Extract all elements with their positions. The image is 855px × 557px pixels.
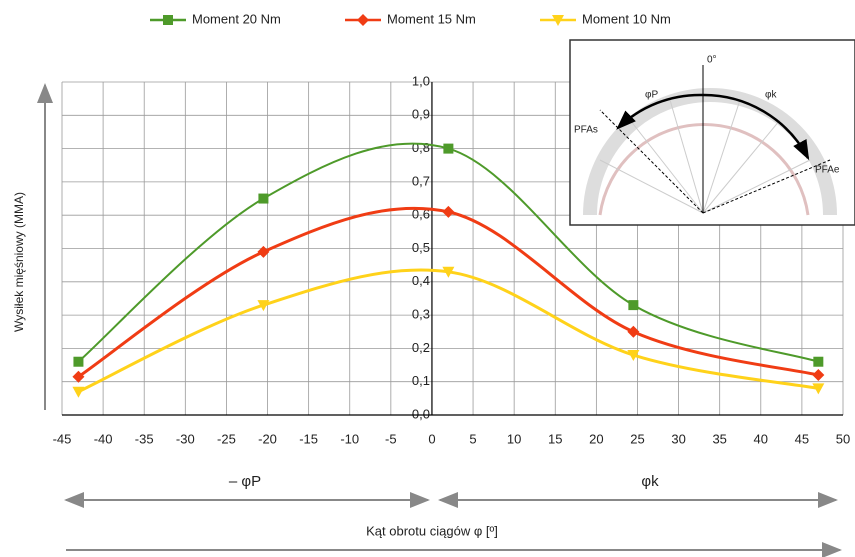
x-tick-label: 25: [630, 431, 644, 446]
point: [442, 206, 454, 218]
x-tick-label: 30: [671, 431, 685, 446]
y-tick-label: 0,1: [412, 373, 430, 388]
x-tick-label: 45: [795, 431, 809, 446]
point: [163, 15, 173, 25]
series-line: [78, 270, 818, 392]
y-tick-label: 0,2: [412, 340, 430, 355]
point: [258, 194, 268, 204]
legend-label: Moment 15 Nm: [387, 11, 476, 26]
y-tick-label: 0,3: [412, 307, 430, 322]
annotation: 0°: [707, 55, 717, 66]
y-tick-label: 0,5: [412, 240, 430, 255]
x-tick-label: 15: [548, 431, 562, 446]
y-tick-label: 0,9: [412, 107, 430, 122]
y-tick-label: 0,0: [412, 406, 430, 421]
inset: 0° φP φk PFAs PFAe: [570, 40, 855, 225]
x-tick-label: -25: [217, 431, 236, 446]
point: [812, 369, 824, 381]
x-tick-label: -10: [340, 431, 359, 446]
x-tick-label: 35: [712, 431, 726, 446]
point: [628, 300, 638, 310]
point: [357, 14, 369, 26]
x-tick-label: 0: [428, 431, 435, 446]
chart: -45 -40 -35 -30 -25 -20 -15 -10 -5 0 5 10 15 20 25 30 35…: [0, 0, 855, 557]
y-tick-label: 1,0: [412, 73, 430, 88]
annotation: φP: [645, 90, 658, 101]
series-line: [78, 208, 818, 376]
y-tick-label: 0,4: [412, 273, 430, 288]
point: [443, 144, 453, 154]
legend-label: Moment 20 Nm: [192, 11, 281, 26]
x-tick-label: 50: [836, 431, 850, 446]
annotation: – φP: [229, 473, 261, 490]
annotation: PFAe: [815, 165, 840, 176]
x-tick-label: -45: [53, 431, 72, 446]
x-tick-label: 10: [507, 431, 521, 446]
legend: Moment 20 Nm Moment 15 Nm Moment 10 Nm: [150, 11, 671, 26]
point: [813, 357, 823, 367]
x-tick-label: -15: [299, 431, 318, 446]
x-axis-title: Kąt obrotu ciągów φ [º]: [366, 523, 498, 538]
y-tick-label: 0,8: [412, 140, 430, 155]
y-tick-label: 0,7: [412, 173, 430, 188]
point: [72, 387, 84, 398]
x-tick-label: -20: [258, 431, 277, 446]
point: [73, 357, 83, 367]
x-tick-label: 40: [754, 431, 768, 446]
inset-frame: [570, 40, 855, 225]
legend-label: Moment 10 Nm: [582, 11, 671, 26]
annotation: PFAs: [574, 125, 598, 136]
x-tick-label: -40: [94, 431, 113, 446]
x-tick-label: 5: [469, 431, 476, 446]
x-tick-label: -5: [385, 431, 397, 446]
annotation: φk: [765, 90, 777, 101]
annotation: φk: [641, 473, 659, 490]
x-tick-label: -35: [135, 431, 154, 446]
x-tick-label: 20: [589, 431, 603, 446]
x-tick-label: -30: [176, 431, 195, 446]
y-axis-title: Wysiłek mięśniowy (MMA): [12, 192, 26, 332]
